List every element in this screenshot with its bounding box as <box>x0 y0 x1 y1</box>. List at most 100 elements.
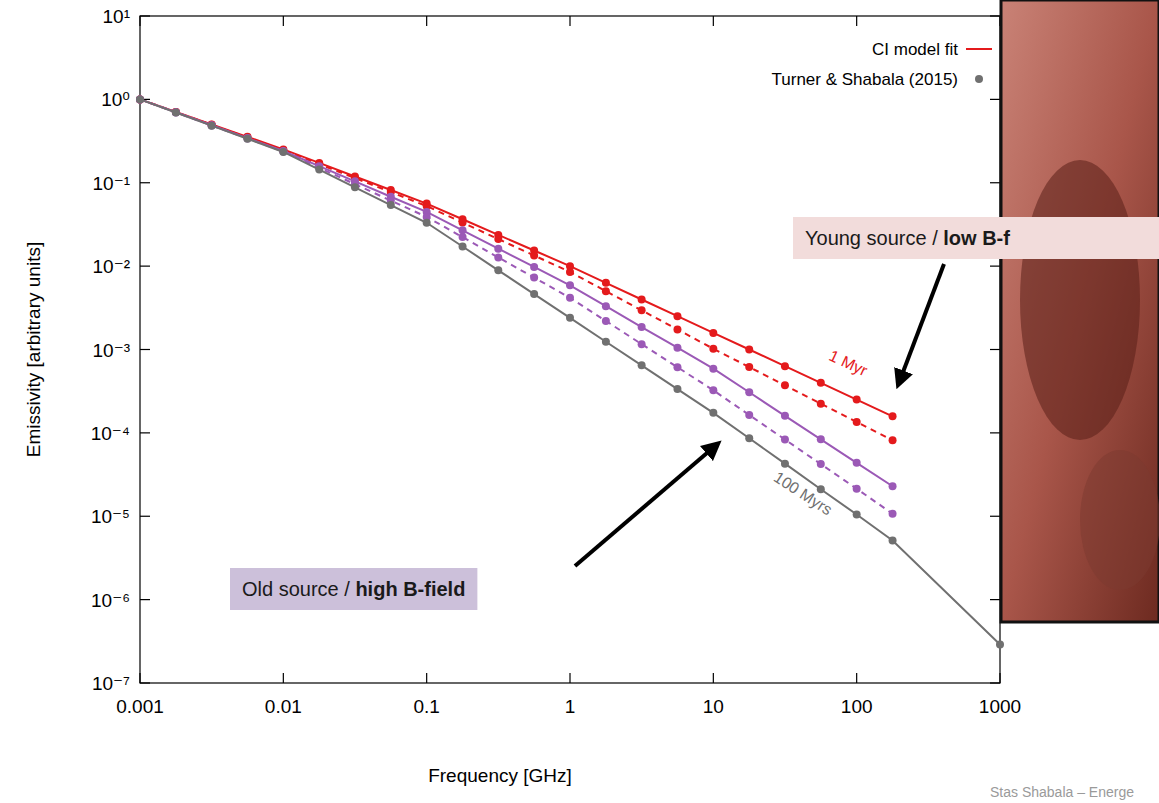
x-tick <box>139 673 140 683</box>
series-line <box>140 99 1000 644</box>
data-point <box>781 460 789 468</box>
data-point <box>853 459 861 467</box>
y-tick <box>990 182 1000 183</box>
series-line <box>140 99 893 486</box>
annotation-box <box>793 217 1159 259</box>
data-point <box>853 485 861 493</box>
data-point <box>136 95 144 103</box>
data-point <box>745 363 753 371</box>
data-point <box>853 418 861 426</box>
data-point <box>279 148 287 156</box>
data-point <box>602 302 610 310</box>
data-point <box>673 312 681 320</box>
annotation-text-part: high B-field <box>355 578 465 600</box>
data-point <box>889 536 897 544</box>
data-point <box>530 263 538 271</box>
y-tick <box>990 266 1000 267</box>
data-point <box>136 95 144 103</box>
y-tick-label: 10⁻⁴ <box>91 423 130 444</box>
data-point <box>745 346 753 354</box>
data-point <box>817 400 825 408</box>
data-point <box>566 268 574 276</box>
data-point <box>279 148 287 156</box>
y-tick-label: 10⁻⁵ <box>91 506 130 527</box>
data-point <box>853 396 861 404</box>
data-point <box>279 147 287 155</box>
x-tick <box>999 673 1000 683</box>
x-tick <box>713 673 714 683</box>
y-tick <box>990 599 1000 600</box>
legend-swatch <box>975 75 983 83</box>
data-point <box>889 510 897 518</box>
data-point <box>208 122 216 130</box>
data-point <box>172 108 180 116</box>
y-tick <box>990 432 1000 433</box>
y-tick <box>990 349 1000 350</box>
x-tick-label: 1000 <box>979 696 1021 717</box>
x-tick <box>569 16 570 26</box>
series-line <box>140 99 893 440</box>
data-point <box>136 95 144 103</box>
data-point <box>673 385 681 393</box>
y-tick-label: 10⁻¹ <box>93 173 131 194</box>
data-point <box>566 314 574 322</box>
y-tick-label: 10⁻³ <box>93 340 131 361</box>
data-point <box>638 323 646 331</box>
y-tick-label: 10⁻⁷ <box>92 673 130 694</box>
data-point <box>172 108 180 116</box>
data-point <box>781 436 789 444</box>
photo-detail <box>1080 450 1159 590</box>
x-tick-label: 0.01 <box>265 696 302 717</box>
data-point <box>889 482 897 490</box>
data-point <box>889 412 897 420</box>
annotation: Young source / low B-f <box>793 217 1159 259</box>
x-axis-title: Frequency [GHz] <box>428 765 572 786</box>
data-point <box>566 294 574 302</box>
legend-label: Turner & Shabala (2015) <box>772 70 958 89</box>
data-point <box>136 95 144 103</box>
y-tick <box>990 682 1000 683</box>
chart: 0.0010.010.1110100100010⁻⁷10⁻⁶10⁻⁵10⁻⁴10… <box>0 0 1159 803</box>
data-point <box>602 338 610 346</box>
data-point <box>566 281 574 289</box>
x-tick-label: 100 <box>841 696 873 717</box>
data-point <box>208 121 216 129</box>
data-point <box>602 279 610 287</box>
annotation-text: Old source / high B-field <box>242 578 465 600</box>
arrow <box>575 447 714 566</box>
data-point <box>709 409 717 417</box>
data-point <box>709 329 717 337</box>
y-tick <box>990 516 1000 517</box>
data-point <box>638 295 646 303</box>
x-tick <box>856 16 857 26</box>
data-point <box>638 306 646 314</box>
data-point <box>781 381 789 389</box>
data-point <box>638 361 646 369</box>
data-point <box>817 379 825 387</box>
data-point <box>243 134 251 142</box>
x-tick-label: 0.001 <box>116 696 164 717</box>
data-point <box>459 242 467 250</box>
y-tick <box>140 15 150 16</box>
data-point <box>673 325 681 333</box>
data-point <box>781 362 789 370</box>
y-tick <box>140 182 150 183</box>
x-tick <box>426 16 427 26</box>
data-point <box>817 435 825 443</box>
data-point <box>638 340 646 348</box>
data-point <box>172 108 180 116</box>
data-point <box>387 201 395 209</box>
y-tick <box>990 15 1000 16</box>
series-line <box>140 99 893 513</box>
data-point <box>817 460 825 468</box>
data-point <box>459 233 467 241</box>
data-point <box>172 108 180 116</box>
y-tick-label: 10¹ <box>103 6 130 27</box>
data-point <box>423 219 431 227</box>
y-tick <box>140 599 150 600</box>
arrow <box>900 264 944 380</box>
data-point <box>781 412 789 420</box>
data-point <box>745 388 753 396</box>
y-axis-title: Emissivity [arbitrary units] <box>23 242 44 457</box>
y-tick-label: 10⁻² <box>93 256 131 277</box>
